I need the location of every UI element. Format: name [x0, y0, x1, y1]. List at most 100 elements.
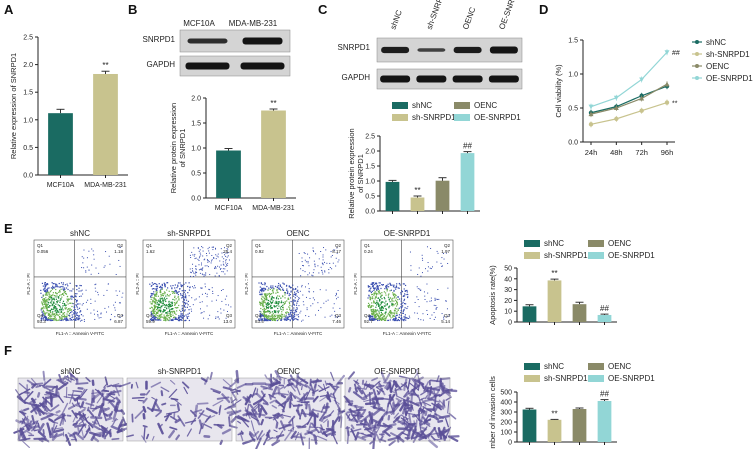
panel-e-cell-dot: [46, 300, 48, 302]
panel-f-cell: [54, 427, 63, 430]
panel-a-y-tick-label: 2.5: [23, 35, 33, 42]
panel-e-cell-dot: [220, 308, 222, 310]
panel-e-cell-dot: [192, 263, 194, 265]
panel-e-cell-dot: [372, 311, 374, 313]
panel-b-y-axis-label: Relative protein expression: [169, 103, 178, 193]
panel-f-cell: [349, 408, 353, 415]
panel-e-cell-dot: [200, 312, 202, 314]
panel-e-cell-dot: [191, 286, 193, 288]
panel-e-cell-dot: [385, 317, 387, 319]
panel-f-cell: [249, 431, 254, 436]
panel-e-cell-dot: [263, 312, 265, 314]
panel-e-cell-dot: [53, 305, 55, 307]
panel-e-cell-dot: [157, 319, 159, 321]
panel-f-cell: [395, 397, 402, 402]
panel-f-cell: [183, 386, 188, 395]
panel-e-cell-dot: [151, 316, 153, 319]
panel-f-cell: [316, 435, 328, 441]
panel-e-cell-dot: [434, 316, 436, 318]
panel-e-cell-dot: [46, 309, 48, 312]
panel-e-cell-dot: [441, 265, 443, 267]
panel-e-cell-dot: [172, 312, 174, 314]
panel-f-cell: [276, 430, 284, 441]
panel-c-snrpd1-band: [381, 46, 410, 54]
panel-e-cell-dot: [171, 301, 173, 303]
panel-f-cell: [88, 424, 91, 432]
panel-e-quadrant-name: Q2: [444, 243, 451, 248]
panel-e-cell-dot: [226, 252, 228, 254]
panel-e-cell-dot: [90, 298, 92, 300]
panel-e-cell-dot: [268, 293, 270, 295]
panel-e-cell-dot: [417, 299, 419, 301]
panel-e-cell-dot: [261, 319, 263, 321]
panel-f-cell: [346, 409, 361, 414]
panel-f-cell: [131, 396, 145, 399]
panel-e-cell-dot: [93, 313, 95, 315]
panel-e-cell-dot: [170, 315, 173, 318]
panel-e-cell-dot: [384, 313, 387, 315]
panel-e-cell-dot: [160, 301, 162, 303]
panel-e-cell-dot: [177, 319, 179, 321]
panel-f-cell: [447, 400, 450, 414]
panel-e-cell-dot: [322, 256, 324, 258]
panel-e-cell-dot: [424, 298, 426, 300]
panel-f-cell: [426, 397, 434, 401]
panel-e-cell-dot: [157, 309, 159, 311]
panel-e-cell-dot: [59, 294, 61, 296]
panel-e-cell-dot: [392, 316, 394, 318]
panel-e-cell-dot: [169, 313, 171, 315]
panel-e-cell-dot: [177, 296, 179, 298]
panel-e-cell-dot: [274, 310, 276, 312]
panel-e-cell-dot: [152, 318, 154, 320]
panel-e-cell-dot: [95, 290, 97, 292]
panel-b-snrpd1-band: [187, 38, 228, 44]
panel-e-cell-dot: [373, 301, 375, 303]
panel-e-cell-dot: [188, 282, 190, 284]
panel-e-cell-dot: [368, 289, 371, 292]
panel-e-cell-dot: [73, 312, 75, 314]
panel-f-cell: [42, 396, 53, 406]
panel-f-cell: [89, 398, 94, 410]
panel-e-cell-dot: [296, 307, 298, 309]
panel-f-cell: [46, 412, 53, 417]
panel-e-cell-dot: [321, 271, 323, 273]
panel-e-cell-dot: [53, 286, 55, 288]
panel-f-cell: [145, 433, 150, 440]
panel-e-cell-dot: [103, 266, 105, 268]
panel-e-cell-dot: [50, 287, 53, 289]
panel-e-cell-dot: [402, 283, 404, 285]
panel-e-cell-dot: [178, 318, 180, 320]
panel-e-cell-dot: [267, 306, 269, 309]
panel-e-cell-dot: [206, 296, 208, 298]
panel-e-cell-dot: [192, 270, 194, 272]
panel-e-cell-dot: [60, 294, 62, 296]
panel-e-cell-dot: [206, 265, 208, 267]
panel-e-cell-dot: [329, 262, 331, 264]
panel-e-cell-dot: [296, 302, 298, 304]
panel-e-cell-dot: [289, 294, 291, 296]
panel-f-cell: [47, 412, 59, 417]
panel-e-cell-dot: [393, 318, 395, 320]
panel-e-legend-label: OENC: [608, 239, 631, 248]
panel-e-cell-dot: [283, 303, 285, 305]
panel-e-cell-dot: [117, 313, 119, 315]
panel-e-cell-dot: [48, 318, 50, 321]
panel-e-cell-dot: [388, 299, 390, 301]
panel-e-cell-dot: [184, 309, 186, 311]
panel-e-cell-dot: [46, 318, 48, 320]
panel-e-cell-dot: [218, 275, 220, 277]
panel-e-cell-dot: [273, 297, 275, 299]
panel-e-cell-dot: [79, 317, 81, 319]
panel-e-cell-dot: [287, 316, 289, 318]
panel-e-cell-dot: [301, 257, 303, 259]
panel-e-cell-dot: [279, 314, 281, 317]
panel-e-cell-dot: [149, 301, 151, 303]
panel-e-cell-dot: [51, 312, 53, 314]
panel-e-cell-dot: [43, 288, 45, 290]
panel-e-cell-dot: [64, 308, 66, 310]
panel-a-y-tick-label: 1.0: [23, 117, 33, 124]
panel-e-cell-dot: [214, 266, 216, 268]
panel-e-cell-dot: [397, 318, 399, 321]
panel-e-cell-dot: [167, 305, 169, 308]
